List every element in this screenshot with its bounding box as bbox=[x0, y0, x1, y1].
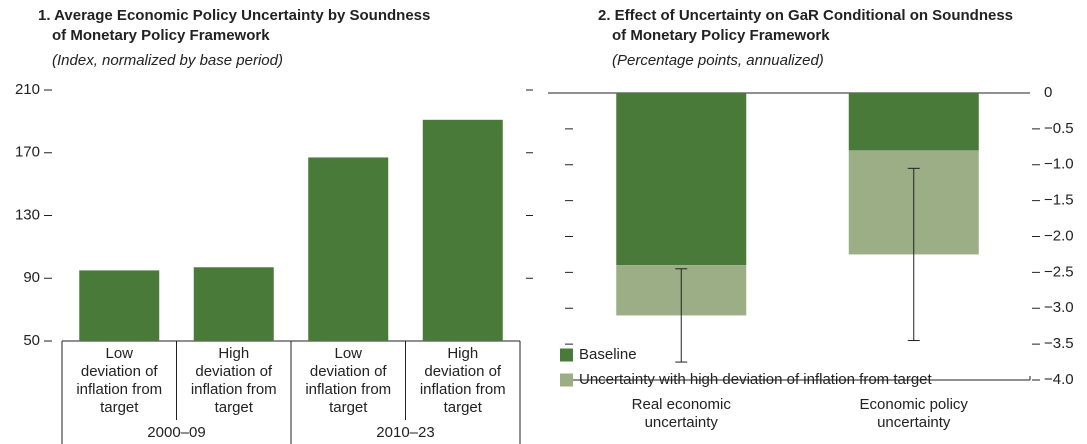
y-tick-label: 0 bbox=[1044, 84, 1052, 101]
bar-segment bbox=[616, 93, 747, 266]
chart-subtitle: (Index, normalized by base period) bbox=[52, 52, 283, 69]
y-tick-label: −0.5 bbox=[1044, 120, 1074, 137]
y-tick-label: −1.0 bbox=[1044, 156, 1074, 173]
group-label: 2000–09 bbox=[147, 424, 205, 441]
group-label: 2010–23 bbox=[376, 424, 434, 441]
bar bbox=[422, 119, 503, 342]
y-tick-label: 50 bbox=[23, 332, 40, 349]
y-tick-label: −2.0 bbox=[1044, 227, 1074, 244]
x-tick-label: Low deviation of inflation from target bbox=[76, 345, 163, 416]
bar bbox=[79, 270, 160, 341]
y-tick-label: 210 bbox=[15, 81, 40, 98]
chart-title: 2. Effect of Uncertainty on GaR Conditio… bbox=[598, 7, 1014, 44]
legend-label: Baseline bbox=[579, 346, 637, 363]
x-tick-label: High deviation of inflation from target bbox=[190, 345, 277, 416]
chart-subtitle: (Percentage points, annualized) bbox=[612, 52, 824, 69]
y-tick-label: 130 bbox=[15, 206, 40, 223]
bar bbox=[193, 267, 274, 341]
x-tick-label: High deviation of inflation from target bbox=[419, 345, 506, 416]
x-tick-label: Real economic uncertainty bbox=[631, 396, 731, 431]
legend-swatch bbox=[560, 348, 573, 362]
bar bbox=[308, 157, 389, 341]
chart-title: 1. Average Economic Policy Uncertainty b… bbox=[38, 7, 431, 44]
x-tick-label: Economic policy uncertainty bbox=[859, 396, 968, 431]
y-tick-label: −4.0 bbox=[1044, 371, 1074, 388]
bar-segment bbox=[848, 93, 979, 151]
legend-swatch bbox=[560, 373, 573, 387]
y-tick-label: 170 bbox=[15, 144, 40, 161]
y-tick-label: −3.5 bbox=[1044, 335, 1074, 352]
y-tick-label: −2.5 bbox=[1044, 263, 1074, 280]
y-tick-label: −1.5 bbox=[1044, 192, 1074, 209]
x-tick-label: Low deviation of inflation from target bbox=[305, 345, 392, 416]
y-tick-label: 90 bbox=[23, 269, 40, 286]
y-tick-label: −3.0 bbox=[1044, 299, 1074, 316]
legend-label: Uncertainty with high deviation of infla… bbox=[579, 371, 933, 388]
